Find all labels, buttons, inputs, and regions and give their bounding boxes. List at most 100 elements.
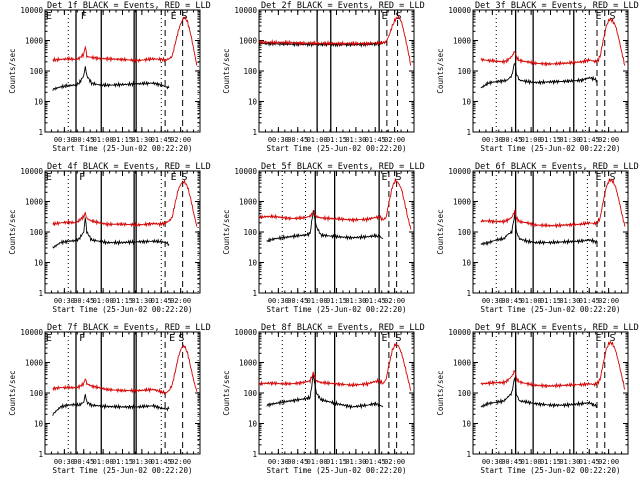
x-tick-label: 00:30 [54,458,75,466]
x-tick-label: 01:30 [559,297,580,305]
y-tick-label: 1 [38,128,43,137]
x-tick-label: 01:15 [326,458,347,466]
x-tick-label: 01:00 [93,458,114,466]
x-tick-label: 00:30 [268,458,289,466]
x-tick-label: 02:00 [384,136,405,144]
y-tick-label: 10000 [448,167,471,176]
x-axis-label: Start Time (25-Jun-02 00:22:20) [53,466,193,475]
x-tick-label: 00:45 [287,458,308,466]
x-tick-label: 01:30 [345,297,366,305]
x-tick-label: 01:15 [112,136,133,144]
x-tick-label: 01:30 [131,136,152,144]
x-tick-label: 02:00 [384,297,405,305]
x-tick-label: 01:00 [93,136,114,144]
y-tick-label: 1000 [453,198,472,207]
chart-panel-8: Det 8f BLACK = Events, RED = LLD 1 10 100 10… [222,323,425,475]
y-axis-label: Counts/sec [8,209,17,254]
marker-label: S [609,172,615,183]
series-lld-line [480,340,626,390]
x-tick-label: 01:45 [151,297,172,305]
y-tick-label: 1000 [25,37,44,46]
x-tick-label: 00:45 [501,136,522,144]
y-tick-label: 1000 [453,359,472,368]
series-events-line [480,211,598,246]
y-tick-label: 1 [38,289,43,298]
chart-panel-3: Det 3f BLACK = Events, RED = LLD 1 10 100 10… [436,1,639,153]
x-tick-label: 02:00 [598,136,619,144]
y-tick-label: 10 [462,259,472,268]
marker-label: F [81,11,87,22]
series-lld-line [258,14,412,66]
marker-label: S [181,11,187,22]
x-tick-label: 00:30 [54,136,75,144]
y-tick-label: 1 [252,289,257,298]
marker-label: E [46,172,52,183]
x-tick-label: 01:30 [559,136,580,144]
y-tick-label: 100 [29,228,43,237]
x-tick-label: 00:45 [73,458,94,466]
series-lld-line [52,178,198,228]
x-tick-label: 02:00 [170,136,191,144]
chart-title: Det 3f BLACK = Events, RED = LLD [475,1,639,11]
series-lld-line [52,16,198,66]
series-lld-line [258,342,412,391]
y-tick-label: 10000 [20,167,43,176]
x-tick-label: 01:45 [365,458,386,466]
x-tick-label: 00:30 [268,297,289,305]
series-events-line [52,394,170,416]
x-tick-label: 02:00 [170,458,191,466]
x-tick-label: 00:30 [482,458,503,466]
chart-panel-7: Det 7f BLACK = Events, RED = LLD 1 10 100 10… [8,323,211,475]
x-tick-label: 00:45 [501,297,522,305]
y-tick-label: 100 [457,228,471,237]
x-tick-label: 01:45 [151,458,172,466]
x-axis-label: Start Time (25-Jun-02 00:22:20) [267,305,407,314]
x-tick-label: 01:45 [365,136,386,144]
x-tick-label: 00:30 [482,297,503,305]
marker-label: E [171,172,177,183]
x-axis-label: Start Time (25-Jun-02 00:22:20) [267,466,407,475]
x-tick-label: 01:15 [540,458,561,466]
x-tick-label: 01:45 [579,136,600,144]
y-axis-label: Counts/sec [436,48,445,93]
marker-label: F [79,333,85,344]
chart-panel-5: Det 5f BLACK = Events, RED = LLD 1 10 100 10… [222,162,425,314]
y-tick-label: 1 [466,128,471,137]
y-axis-label: Counts/sec [222,48,231,93]
x-tick-label: 02:00 [384,458,405,466]
y-tick-label: 10000 [234,328,257,337]
x-tick-label: 02:00 [170,297,191,305]
series-events-line [52,217,170,249]
marker-label: E [171,11,177,22]
chart-title: Det 8f BLACK = Events, RED = LLD [261,323,425,333]
x-axis-label: Start Time (25-Jun-02 00:22:20) [481,466,621,475]
marker-label: E [382,172,388,183]
y-tick-label: 100 [457,389,471,398]
y-tick-label: 10 [248,98,258,107]
y-tick-label: 1 [252,128,257,137]
y-tick-label: 10 [34,98,44,107]
y-axis-label: Counts/sec [8,48,17,93]
y-tick-label: 1000 [239,359,258,368]
x-tick-label: 00:30 [268,136,289,144]
y-tick-label: 1000 [239,198,258,207]
marker-label: E [596,11,602,22]
x-tick-label: 00:45 [287,297,308,305]
y-axis-label: Counts/sec [8,370,17,415]
plot-frame [258,9,415,133]
x-tick-label: 01:15 [112,297,133,305]
x-tick-label: 01:00 [521,136,542,144]
x-tick-label: 00:30 [482,136,503,144]
x-tick-label: 01:30 [131,458,152,466]
y-tick-label: 1000 [239,37,258,46]
y-tick-label: 10 [248,259,258,268]
series-events-line [266,375,384,410]
chart-title: Det 9f BLACK = Events, RED = LLD [475,323,639,333]
y-tick-label: 10000 [234,167,257,176]
x-axis-label: Start Time (25-Jun-02 00:22:20) [481,305,621,314]
y-tick-label: 10000 [234,6,257,15]
x-axis-label: Start Time (25-Jun-02 00:22:20) [53,305,193,314]
y-tick-label: 1 [38,450,43,459]
series-events-line [480,62,598,89]
